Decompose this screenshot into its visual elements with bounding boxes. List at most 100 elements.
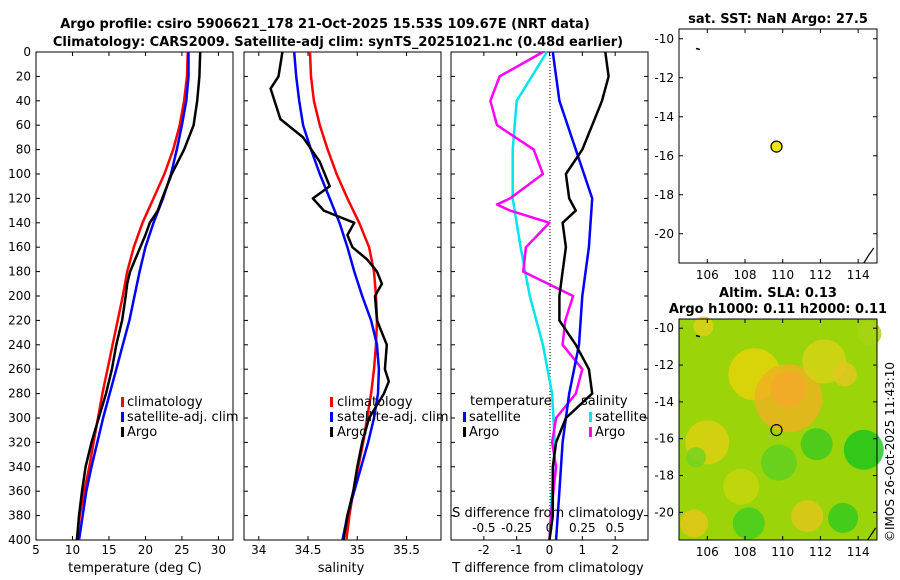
- sla-map-title-1: Altim. SLA: 0.13: [719, 286, 837, 301]
- map-ytick-label: -16: [654, 432, 674, 446]
- tdiff-satellite-line: [551, 51, 594, 541]
- d-legend-targo-swatch: [463, 427, 466, 437]
- temperature-ytick-label: 180: [8, 265, 31, 279]
- s-legend-clim-label: climatology: [337, 395, 413, 410]
- map-xtick-label: 106: [696, 268, 719, 282]
- legend-sat-swatch: [121, 412, 124, 422]
- s-legend-sat-swatch: [330, 412, 333, 422]
- s-legend-sat-label: satellite-adj. clim: [337, 410, 449, 425]
- sdiff-argo-line: [489, 50, 584, 541]
- sla-field-patch: [686, 447, 706, 468]
- sla-field-patch: [857, 321, 882, 346]
- map-ytick-label: -12: [654, 71, 674, 85]
- temperature-ytick-label: 340: [8, 460, 31, 474]
- s-diff-tick-label: 0.5: [606, 521, 625, 535]
- d-legend-sargo-swatch: [589, 427, 592, 437]
- coastline-island: [695, 47, 701, 51]
- map-xtick-label: 112: [809, 545, 832, 559]
- temperature-ytick-label: 140: [8, 216, 31, 230]
- coastline-australia: [863, 247, 875, 264]
- d-legend-ssat-swatch: [589, 412, 592, 422]
- xtick-label: 35.5: [393, 543, 420, 557]
- map-ytick-label: -14: [654, 110, 674, 124]
- temperature-ytick-label: 260: [8, 362, 31, 376]
- sla-field-patch: [828, 502, 859, 533]
- xtick-label: 35: [350, 543, 365, 557]
- title-line-1: Argo profile: csiro 5906621_178 21-Oct-2…: [60, 17, 590, 32]
- temperature-ytick-label: 160: [8, 240, 31, 254]
- s-diff-tick-label: -0.25: [501, 521, 532, 535]
- map-xtick-label: 114: [847, 268, 870, 282]
- map-ytick-label: -18: [654, 469, 674, 483]
- map-ytick-label: -14: [654, 395, 674, 409]
- temperature-ytick-label: 120: [8, 191, 31, 205]
- legend-clim-label: climatology: [127, 395, 203, 410]
- temperature-ytick-label: 380: [8, 509, 31, 523]
- diff-xlabel: T difference from climatology: [451, 561, 644, 576]
- sla-map-panel: Altim. SLA: 0.13 Argo h1000: 0.11 h2000:…: [654, 286, 887, 559]
- sla-map-title-2: Argo h1000: 0.11 h2000: 0.11: [669, 302, 887, 317]
- temperature-ytick-label: 240: [8, 338, 31, 352]
- legend-temperature-title: temperature: [470, 394, 552, 409]
- temperature-climatology-line: [75, 51, 190, 541]
- temperature-ytick-label: 80: [16, 143, 31, 157]
- map-ytick-label: -16: [654, 149, 674, 163]
- legend-salinity-title: salinity: [581, 394, 628, 409]
- difference-panel: -2 -1 0 1 2-0.5 -0.25 0 0.25 0.5 T difference fr…: [450, 50, 649, 576]
- sla-field-patch: [800, 428, 833, 461]
- tdiff-argo-line: [548, 51, 610, 541]
- temperature-satellite-line: [77, 52, 190, 541]
- d-legend-tsat-label: satellite: [469, 410, 521, 425]
- title-line-2: Climatology: CARS2009. Satellite-adj cli…: [53, 35, 623, 50]
- d-legend-tsat-swatch: [463, 412, 466, 422]
- sla-field-patch: [732, 507, 765, 540]
- temperature-ytick-label: 60: [16, 118, 31, 132]
- sla-field-patch: [680, 509, 709, 538]
- temperature-ytick-label: 0: [23, 45, 31, 59]
- s-legend-argo-label: Argo: [337, 425, 367, 440]
- legend-argo-swatch: [121, 427, 124, 437]
- xtick-label: -2: [478, 543, 490, 557]
- map-xtick-label: 114: [847, 545, 870, 559]
- map-ytick-label: -20: [654, 227, 674, 241]
- d-legend-ssat-label: satellite: [595, 410, 647, 425]
- sla-map-axes-box: [678, 318, 878, 541]
- temperature-xlabel: temperature (deg C): [68, 561, 202, 576]
- xtick-label: -1: [511, 543, 523, 557]
- imos-watermark: ©IMOS 26-Oct-2025 11:43:10: [883, 362, 897, 542]
- temperature-ytick-label: 320: [8, 435, 31, 449]
- sla-field-patch: [791, 500, 824, 533]
- s-diff-tick-label: -0.5: [472, 521, 495, 535]
- xtick-label: 5: [32, 543, 40, 557]
- temperature-ytick-label: 280: [8, 387, 31, 401]
- legend-argo-label: Argo: [127, 425, 157, 440]
- xtick-label: 34: [251, 543, 266, 557]
- xtick-label: 0: [546, 543, 554, 557]
- sla-field-patch: [832, 362, 857, 387]
- argo-float-marker: [770, 424, 783, 437]
- map-xtick-label: 108: [734, 545, 757, 559]
- map-ytick-label: -12: [654, 358, 674, 372]
- sla-field-patch: [723, 468, 760, 505]
- sst-map-panel: sat. SST: NaN Argo: 27.5 106 108 110 112 114…: [654, 12, 878, 282]
- temperature-ytick-label: 220: [8, 313, 31, 327]
- map-ytick-label: -20: [654, 505, 674, 519]
- temperature-ytick-label: 360: [8, 484, 31, 498]
- temperature-ytick-label: 400: [8, 533, 31, 547]
- s-diff-tick-label: 0.25: [569, 521, 596, 535]
- temperature-ytick-label: 200: [8, 289, 31, 303]
- salinity-axes-box: [243, 51, 442, 541]
- temperature-ytick-label: 300: [8, 411, 31, 425]
- xtick-label: 30: [211, 543, 226, 557]
- sla-field-patch: [770, 371, 807, 407]
- d-legend-targo-label: Argo: [469, 425, 499, 440]
- xtick-label: 25: [174, 543, 189, 557]
- d-legend-sargo-label: Argo: [595, 425, 625, 440]
- map-ytick-label: -10: [654, 321, 674, 335]
- temperature-argo-line: [75, 51, 202, 541]
- salinity-panel: 34 34.5 35 35.5 salinity climatology satell…: [243, 51, 449, 576]
- coastline-australia: [867, 527, 877, 541]
- legend-sat-label: satellite-adj. clim: [127, 410, 239, 425]
- map-xtick-label: 110: [771, 268, 794, 282]
